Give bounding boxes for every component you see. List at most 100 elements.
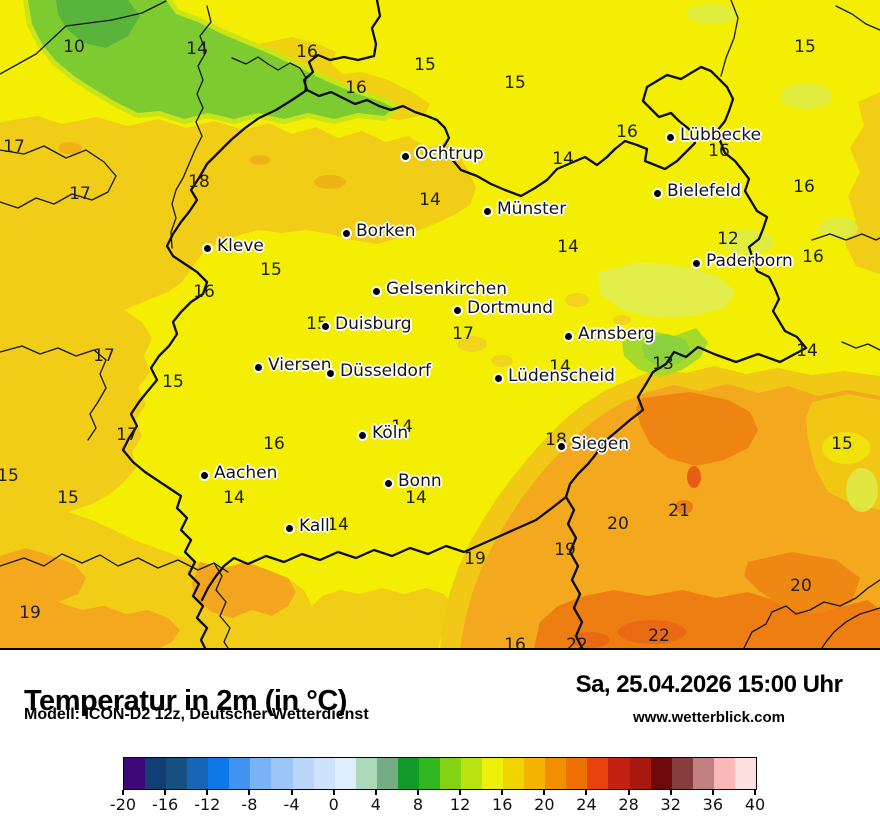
scale-tick-label: 16 — [492, 795, 513, 814]
city-label: Borken — [356, 221, 416, 241]
scale-color-block — [124, 758, 146, 789]
scale-color-block — [145, 758, 167, 789]
city-label: Düsseldorf — [340, 361, 431, 381]
scale-color-block — [271, 758, 293, 789]
temp-value: 22 — [648, 626, 670, 646]
city-dot-icon — [484, 208, 491, 215]
temp-value: 14 — [796, 341, 818, 361]
temp-value: 17 — [69, 184, 91, 204]
temp-value: 16 — [504, 635, 526, 650]
scale-tick — [585, 790, 588, 795]
temp-value: 14 — [552, 149, 574, 169]
temp-value: 14 — [223, 488, 245, 508]
city-label: Arnsberg — [578, 324, 655, 344]
temp-value: 16 — [793, 177, 815, 197]
scale-color-block — [376, 758, 398, 789]
scale-color-block — [250, 758, 272, 789]
scale-tick-label: 0 — [328, 795, 339, 814]
temp-value: 12 — [717, 229, 739, 249]
scale-tick — [164, 790, 167, 795]
scale-tick-label: -8 — [241, 795, 258, 814]
scale-tick — [459, 790, 462, 795]
temp-value: 14 — [549, 357, 571, 377]
city-dot-icon — [201, 472, 208, 479]
city-label: Lübbecke — [680, 125, 762, 145]
temp-value: 14 — [419, 190, 441, 210]
website-url: www.wetterblick.com — [633, 709, 785, 726]
temp-value: 20 — [607, 514, 629, 534]
temp-value: 16 — [263, 434, 285, 454]
city-dot-icon — [359, 432, 366, 439]
city-dot-icon — [204, 245, 211, 252]
scale-color-block — [166, 758, 188, 789]
city-label: Köln — [372, 423, 409, 443]
scale-tick-label: -4 — [283, 795, 300, 814]
city-dot-icon — [327, 370, 334, 377]
city-dot-icon — [286, 525, 293, 532]
temp-value: 19 — [464, 549, 486, 569]
scale-color-block — [355, 758, 377, 789]
temp-value: 15 — [504, 73, 526, 93]
city-label: Lüdenscheid — [508, 366, 615, 386]
city-label: Bielefeld — [667, 181, 741, 201]
scale-tick-label: 32 — [660, 795, 681, 814]
temperature-field-map — [0, 0, 880, 648]
scale-tick — [711, 790, 714, 795]
scale-color-block — [292, 758, 314, 789]
scale-tick — [122, 790, 124, 795]
scale-tick — [754, 790, 756, 795]
temp-value: 14 — [405, 488, 427, 508]
scale-color-block — [650, 758, 672, 789]
temp-value: 14 — [186, 39, 208, 59]
scale-color-block — [229, 758, 251, 789]
scale-tick — [543, 790, 546, 795]
temp-value: 19 — [554, 540, 576, 560]
scale-color-block — [482, 758, 504, 789]
scale-tick-label: 24 — [576, 795, 597, 814]
city-dot-icon — [454, 307, 461, 314]
temp-value: 18 — [188, 172, 210, 192]
scale-color-block — [334, 758, 356, 789]
scale-color-block — [439, 758, 461, 789]
city-dot-icon — [255, 364, 262, 371]
temp-value: 14 — [327, 515, 349, 535]
temperature-regions — [0, 0, 880, 648]
scale-tick-label: 4 — [370, 795, 381, 814]
scale-color-block — [692, 758, 714, 789]
temp-value: 15 — [162, 372, 184, 392]
scale-tick — [248, 790, 251, 795]
valid-datetime: Sa, 25.04.2026 15:00 Uhr — [575, 671, 843, 698]
scale-tick-label: -20 — [109, 795, 137, 814]
scale-tick-label: 36 — [702, 795, 724, 814]
scale-tick — [290, 790, 293, 795]
scale-tick-label: 12 — [449, 795, 471, 814]
temp-value: 16 — [193, 282, 215, 302]
map-cities: Ochtrup Münster Lübbecke Bielefeld Paderborn… — [201, 125, 793, 536]
scale-tick-label: -16 — [152, 795, 179, 814]
temp-value: 16 — [616, 122, 638, 142]
scale-color-block — [608, 758, 630, 789]
scale-tick — [669, 790, 672, 795]
scale-color-block — [313, 758, 335, 789]
city-dot-icon — [495, 375, 502, 382]
city-dot-icon — [322, 323, 329, 330]
scale-tick-label: -12 — [194, 795, 221, 814]
temp-value: 21 — [668, 501, 690, 521]
city-label: Aachen — [214, 463, 278, 483]
scale-color-block — [418, 758, 440, 789]
temp-value: 16 — [802, 247, 824, 267]
city-label: Gelsenkirchen — [386, 279, 507, 299]
city-dot-icon — [693, 260, 700, 267]
city-dot-icon — [558, 443, 565, 450]
scale-tick — [206, 790, 209, 795]
model-subtitle: Modell: ICON-D2 12z, Deutscher Wetterdie… — [24, 706, 369, 723]
state-borders — [0, 0, 880, 648]
scale-color-block — [208, 758, 230, 789]
city-dot-icon — [565, 333, 572, 340]
scale-tick — [332, 790, 335, 795]
city-label: Kall — [299, 516, 330, 536]
temp-value: 15 — [831, 434, 853, 454]
scale-color-block — [461, 758, 483, 789]
scale-color-block — [566, 758, 588, 789]
